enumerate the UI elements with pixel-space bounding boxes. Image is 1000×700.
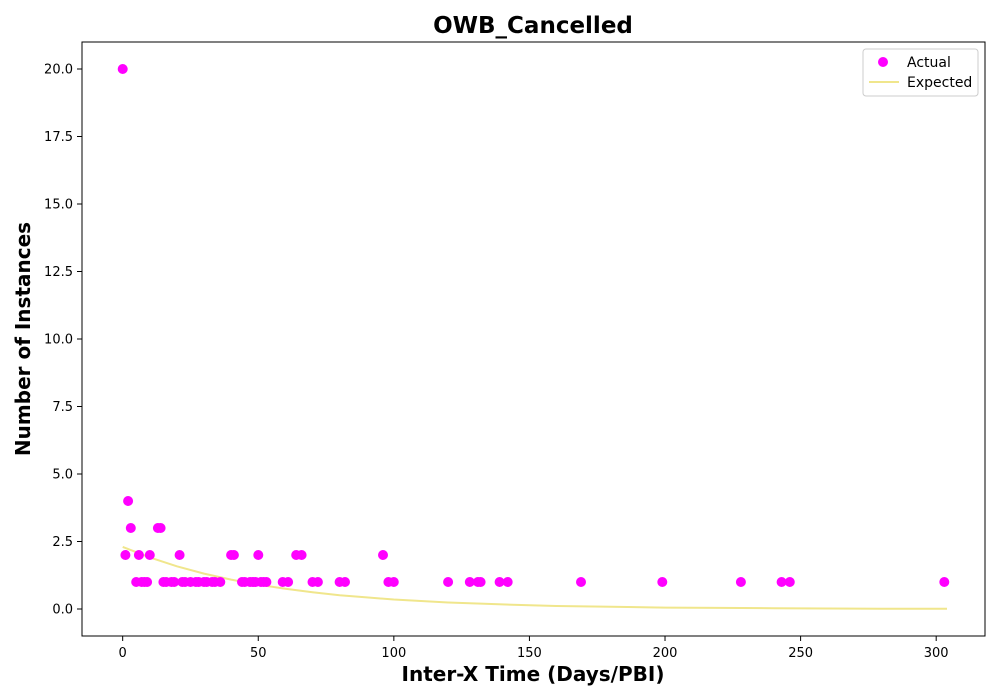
- actual-point: [296, 550, 307, 560]
- actual-point: [776, 577, 787, 587]
- actual-point: [340, 577, 350, 587]
- y-tick-label: 12.5: [44, 265, 73, 280]
- chart-title: OWB_Cancelled: [433, 13, 633, 39]
- legend: Actual Expected: [862, 48, 979, 97]
- y-tick-label: 2.5: [52, 535, 73, 550]
- plot-frame: [81, 41, 986, 637]
- actual-point: [125, 523, 136, 533]
- actual-point: [228, 550, 239, 560]
- actual-point: [494, 577, 505, 587]
- actual-point: [475, 577, 486, 587]
- actual-point: [261, 577, 272, 587]
- actual-point: [215, 577, 226, 587]
- actual-point: [312, 577, 323, 587]
- actual-point: [169, 577, 180, 587]
- actual-point: [939, 577, 950, 587]
- actual-point: [388, 577, 399, 587]
- y-tick-label: 17.5: [44, 130, 73, 145]
- actual-point: [123, 496, 134, 506]
- x-tick-label: 150: [517, 646, 542, 661]
- actual-point: [784, 577, 795, 587]
- x-axis: 0 50 100 150 200 250 300: [119, 636, 949, 661]
- actual-point: [657, 577, 668, 587]
- legend-label-actual: Actual: [907, 55, 951, 71]
- legend-box: [862, 48, 979, 97]
- actual-point: [443, 577, 454, 587]
- actual-point: [142, 577, 153, 587]
- x-tick-label: 50: [250, 646, 267, 661]
- actual-point: [735, 577, 746, 587]
- actual-point: [155, 523, 166, 533]
- actual-point: [502, 577, 513, 587]
- y-tick-label: 7.5: [52, 400, 73, 415]
- series-layer: [117, 64, 950, 610]
- x-tick-label: 0: [119, 646, 127, 661]
- actual-point: [117, 64, 128, 74]
- legend-marker-actual: [878, 57, 888, 67]
- y-tick-label: 20.0: [44, 63, 73, 78]
- actual-point: [378, 550, 388, 560]
- actual-point: [174, 550, 185, 560]
- x-axis-label: Inter-X Time (Days/PBI): [402, 662, 665, 686]
- expected-line: [122, 545, 947, 610]
- actual-point: [120, 550, 131, 560]
- actual-point: [144, 550, 155, 560]
- y-axis-label: Number of Instances: [11, 222, 35, 456]
- x-tick-label: 300: [924, 646, 949, 661]
- x-tick-label: 100: [381, 646, 406, 661]
- x-tick-label: 250: [788, 646, 813, 661]
- y-tick-label: 5.0: [52, 468, 73, 483]
- y-tick-label: 0.0: [52, 603, 73, 618]
- y-tick-label: 15.0: [44, 198, 73, 213]
- actual-point: [253, 550, 264, 560]
- actual-point: [576, 577, 586, 587]
- actual-point: [464, 577, 475, 587]
- legend-label-expected: Expected: [907, 75, 972, 91]
- actual-point: [133, 550, 144, 560]
- y-axis: 0.0 2.5 5.0 7.5 10.0 12.5 15.0 17.5 20.0: [44, 63, 82, 618]
- y-tick-label: 10.0: [44, 333, 73, 348]
- actual-point: [283, 577, 294, 587]
- x-tick-label: 200: [653, 646, 678, 661]
